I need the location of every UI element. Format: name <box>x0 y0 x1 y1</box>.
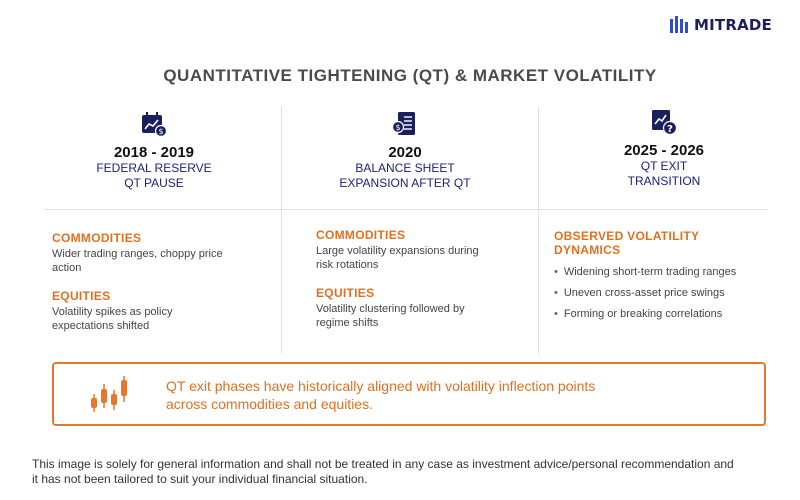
section-commodities: COMMODITIES Wider trading ranges, choppy… <box>52 231 272 275</box>
column-divider <box>281 106 282 354</box>
section-title: EQUITIES <box>52 289 111 303</box>
column-header-2020: $ 2020 BALANCE SHEET EXPANSION AFTER QT <box>305 110 505 191</box>
column-header-2018: $ 2018 - 2019 FEDERAL RESERVE QT PAUSE <box>54 110 254 191</box>
calendar-chart-icon: $ <box>142 112 168 138</box>
column-subtitle: QT PAUSE <box>124 176 184 190</box>
list-item: Forming or breaking correlations <box>554 308 736 320</box>
section-text: action <box>52 262 82 274</box>
section-commodities: COMMODITIES Large volatility expansions … <box>316 228 531 272</box>
column-year: 2020 <box>388 144 422 161</box>
svg-text:$: $ <box>158 127 163 136</box>
callout-text: QT exit phases have historically aligned… <box>166 377 595 413</box>
section-text: Volatility spikes as policy <box>52 306 173 318</box>
section-text: risk rotations <box>316 259 379 271</box>
callout-box: QT exit phases have historically aligned… <box>52 362 766 426</box>
brand-logo: MITRADE <box>669 15 772 35</box>
section-equities: EQUITIES Volatility clustering followed … <box>316 286 531 330</box>
column-subtitle: BALANCE SHEET <box>355 161 455 175</box>
section-text: Wider trading ranges, choppy price <box>52 248 223 260</box>
section-text: Volatility clustering followed by <box>316 303 465 315</box>
svg-text:?: ? <box>667 124 673 135</box>
svg-text:$: $ <box>395 123 400 132</box>
section-title: COMMODITIES <box>316 228 406 242</box>
disclaimer-line: This image is solely for general informa… <box>32 457 734 471</box>
section-text: expectations shifted <box>52 320 150 332</box>
callout-line: across commodities and equities. <box>166 396 373 412</box>
section-text: Large volatility expansions during <box>316 245 479 257</box>
column-year: 2025 - 2026 <box>623 142 705 159</box>
callout-line: QT exit phases have historically aligned… <box>166 378 596 394</box>
section-title: COMMODITIES <box>52 231 142 245</box>
disclaimer-line: it has not been tailored to suit your in… <box>32 472 368 486</box>
mitrade-logo-icon <box>670 16 688 33</box>
column-subtitle: EXPANSION AFTER QT <box>339 176 471 190</box>
column-header-2025: ? 2025 - 2026 QT EXIT TRANSITION <box>564 108 764 189</box>
section-volatility-dynamics: OBSERVED VOLATILITY DYNAMICS <box>554 229 764 257</box>
chart-question-icon: ? <box>652 110 678 136</box>
column-subtitle: TRANSITION <box>627 174 701 188</box>
list-item: Widening short-term trading ranges <box>554 266 736 278</box>
column-subtitle: FEDERAL RESERVE <box>96 161 212 175</box>
brand-name: MITRADE <box>694 16 772 34</box>
column-divider <box>538 106 539 354</box>
row-divider <box>44 209 768 210</box>
volatility-bullet-list: Widening short-term trading ranges Uneve… <box>554 266 736 329</box>
column-year: 2018 - 2019 <box>113 144 195 161</box>
section-text: regime shifts <box>316 317 379 329</box>
disclaimer: This image is solely for general informa… <box>32 457 776 487</box>
section-title: DYNAMICS <box>554 243 621 257</box>
section-title: OBSERVED VOLATILITY <box>554 229 700 243</box>
column-subtitle: QT EXIT <box>640 159 688 173</box>
balance-sheet-icon: $ <box>391 112 415 135</box>
candlestick-icon <box>91 376 127 412</box>
list-item: Uneven cross-asset price swings <box>554 287 736 299</box>
page-title: QUANTITATIVE TIGHTENING (QT) & MARKET VO… <box>163 66 657 85</box>
section-equities: EQUITIES Volatility spikes as policy exp… <box>52 289 272 333</box>
section-title: EQUITIES <box>316 286 375 300</box>
